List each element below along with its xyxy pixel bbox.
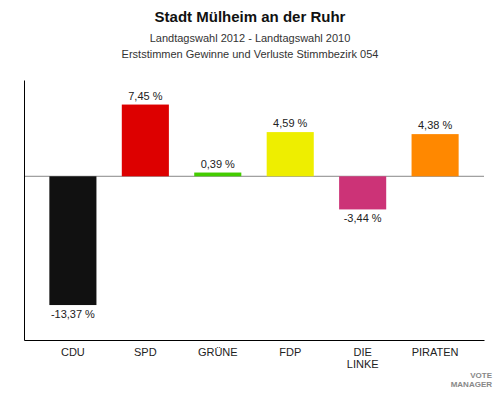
- x-tick: SPD: [134, 346, 157, 358]
- data-label: -13,37 %: [51, 308, 95, 320]
- bar: [49, 176, 96, 305]
- x-tick-label: GRÜNE: [198, 346, 238, 358]
- x-axis-line: [25, 340, 485, 341]
- x-tick: GRÜNE: [198, 346, 238, 358]
- subtitle: Landtagswahl 2012 - Landtagswahl 2010: [150, 32, 351, 44]
- plot: -13,37 % 7,45 % 0,39 % 4,59 % -3,44 % 4,38 % C…: [24, 81, 485, 371]
- x-tick-label: CDU: [61, 346, 85, 358]
- x-tick: FDP: [279, 346, 301, 358]
- chart: Stadt Mülheim an der Ruhr Landtagswahl 20…: [0, 0, 500, 400]
- bar: [194, 173, 241, 177]
- x-tick: DIELINKE: [347, 346, 379, 371]
- title: Stadt Mülheim an der Ruhr: [155, 8, 346, 25]
- x-tick-label: DIELINKE: [347, 346, 379, 371]
- data-label: 4,38 %: [418, 119, 452, 131]
- x-axis: CDU SPD GRÜNE FDP DIELINKE PIRATEN: [25, 341, 485, 371]
- bar: [267, 132, 314, 176]
- subtitle: Erststimmen Gewinne und Verluste Stimmbe…: [122, 48, 379, 60]
- y-axis-line: [24, 81, 25, 341]
- bar: [122, 105, 169, 177]
- x-tick-label: PIRATEN: [412, 346, 459, 358]
- x-tick: CDU: [61, 346, 85, 358]
- data-label: -3,44 %: [344, 212, 382, 224]
- x-tick-label: SPD: [134, 346, 157, 358]
- y-axis: [24, 81, 25, 341]
- data-labels: -13,37 % 7,45 % 0,39 % 4,59 % -3,44 % 4,38 %: [51, 90, 453, 320]
- data-label: 7,45 %: [128, 90, 162, 102]
- data-label: 0,39 %: [201, 158, 235, 170]
- bar: [339, 176, 386, 209]
- data-label: 4,59 %: [273, 117, 307, 129]
- bars: [49, 105, 458, 305]
- bar: [412, 134, 459, 176]
- x-tick: PIRATEN: [412, 346, 459, 358]
- x-tick-label: FDP: [279, 346, 301, 358]
- annotation: VOTEMANAGER: [451, 371, 493, 389]
